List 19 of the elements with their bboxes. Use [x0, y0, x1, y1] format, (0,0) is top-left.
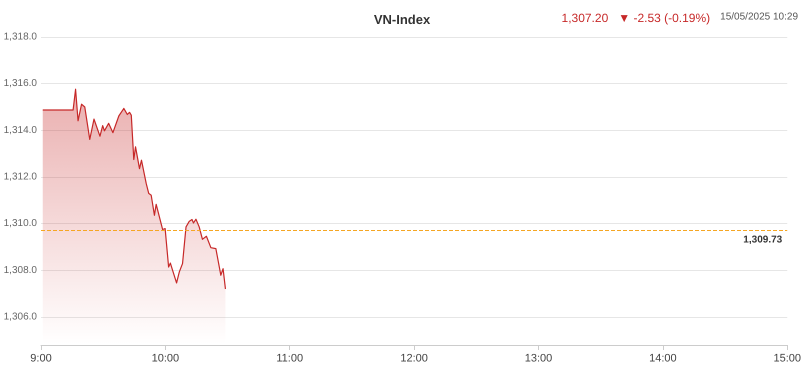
y-tick-label: 1,310.0: [4, 218, 38, 230]
x-tick-label: 9:00: [30, 352, 52, 364]
y-tick-label: 1,314.0: [4, 124, 38, 136]
ref-line-label: 1,309.73: [743, 234, 783, 246]
y-tick-label: 1,318.0: [4, 32, 38, 42]
text: 15/05/2025 10:29: [720, 12, 798, 22]
x-tick-label: 11:00: [276, 352, 304, 364]
x-tick-label: 13:00: [524, 352, 552, 364]
x-tick-label: 14:00: [649, 352, 677, 364]
text: ▼ -2.53 (-0.19%): [618, 11, 710, 25]
text: 1,307.20: [562, 11, 609, 25]
y-tick-label: 1,312.0: [4, 172, 38, 182]
chart-title: VN-Index: [374, 12, 431, 27]
x-tick-label: 10:00: [152, 352, 180, 364]
x-tick-label: 12:00: [400, 352, 428, 364]
x-tick-label: 15:00: [773, 352, 801, 364]
y-tick-label: 1,306.0: [4, 312, 38, 322]
y-tick-label: 1,316.0: [4, 78, 38, 90]
y-tick-label: 1,308.0: [4, 264, 38, 276]
